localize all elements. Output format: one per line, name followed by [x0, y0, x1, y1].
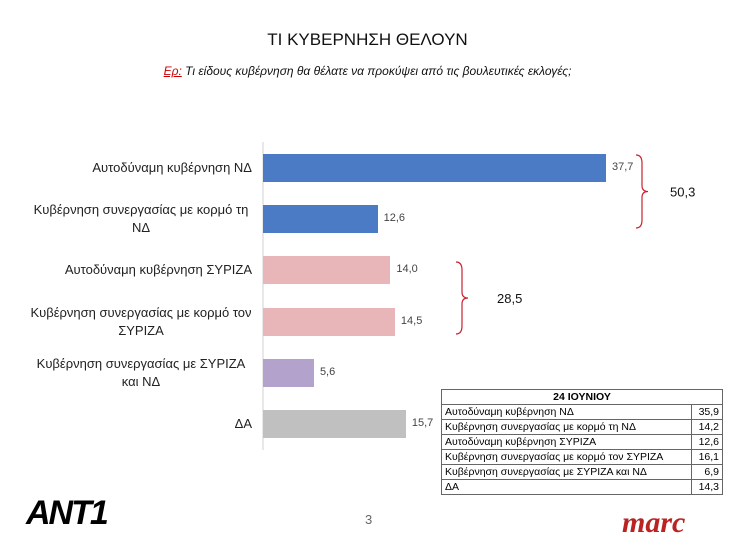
value-label: 37,7	[612, 161, 634, 173]
bar	[263, 256, 391, 285]
table-header: 24 ΙΟΥΝΙΟΥ	[441, 389, 723, 405]
value-label: 15,7	[411, 417, 434, 429]
table-cell: 12,6	[691, 434, 723, 450]
category-label-box: ΔΑ	[235, 406, 252, 442]
table-cell: Αυτοδύναμη κυβέρνηση ΣΥΡΙΖΑ	[441, 434, 692, 450]
category-label: Αυτοδύναμη κυβέρνηση ΣΥΡΙΖΑ	[64, 262, 252, 278]
bracket	[455, 261, 469, 335]
table-cell: 6,9	[691, 464, 723, 480]
category-label-box: Κυβέρνηση συνεργασίας με ΣΥΡΙΖΑ και ΝΔ	[30, 355, 252, 391]
table-header-row: 24 ΙΟΥΝΙΟΥ	[441, 389, 723, 405]
table-row: Κυβέρνηση συνεργασίας με κορμό τη ΝΔ 14,2	[441, 419, 723, 435]
logo-right: marc	[622, 506, 686, 539]
chart-title: ΤΙ ΚΥΒΕΡΝΗΣΗ ΘΕΛΟΥΝ	[267, 30, 468, 49]
category-label-box: Αυτοδύναμη κυβέρνηση ΣΥΡΙΖΑ	[65, 252, 252, 288]
table-cell: Κυβέρνηση συνεργασίας με κορμό τον ΣΥΡΙΖ…	[441, 449, 692, 465]
bar	[263, 307, 395, 336]
bracket-label: 50,3	[670, 185, 695, 200]
page-number: 3	[365, 512, 373, 527]
table-row: Αυτοδύναμη κυβέρνηση ΣΥΡΙΖΑ 12,6	[441, 434, 723, 450]
subtitle-prefix: Ερ:	[163, 64, 182, 78]
value-label: 14,5	[400, 314, 423, 327]
category-label: Κυβέρνηση συνεργασίας με ΣΥΡΙΖΑ και ΝΔ	[36, 355, 246, 389]
table-cell: 14,2	[691, 419, 723, 435]
table-row: Κυβέρνηση συνεργασίας με ΣΥΡΙΖΑ και ΝΔ 6,…	[441, 464, 723, 480]
category-label: Κυβέρνηση συνεργασίας με κορμό τη ΝΔ	[33, 202, 249, 236]
subtitle-text: Τι είδους κυβέρνηση θα θέλατε να προκύψε…	[185, 64, 572, 78]
subtitle: Ερ: Τι είδους κυβέρνηση θα θέλατε να προ…	[0, 64, 735, 78]
bar	[263, 358, 314, 387]
category-label-box: Κυβέρνηση συνεργασίας με κορμό τη ΝΔ	[30, 201, 252, 237]
value-label: 14,0	[396, 263, 418, 276]
category-label: Κυβέρνηση συνεργασίας με κορμό τον ΣΥΡΙΖ…	[30, 304, 252, 338]
bar	[263, 205, 378, 234]
table-row: Αυτοδύναμη κυβέρνηση ΝΔ 35,9	[441, 404, 723, 420]
table-row: Κυβέρνηση συνεργασίας με κορμό τον ΣΥΡΙΖ…	[441, 449, 723, 465]
category-label: Αυτοδύναμη κυβέρνηση ΝΔ	[92, 160, 252, 175]
table-cell: ΔΑ	[441, 479, 692, 495]
logo-left: ANT1	[26, 494, 109, 532]
table-cell: 35,9	[691, 404, 723, 420]
bracket	[635, 154, 649, 229]
value-label: 5,6	[319, 365, 336, 378]
bar	[263, 154, 606, 182]
table-cell: 14,3	[691, 479, 723, 495]
bracket-label: 28,5	[497, 291, 522, 306]
table-cell: 16,1	[691, 449, 723, 465]
comparison-table: 24 ΙΟΥΝΙΟΥ Αυτοδύναμη κυβέρνηση ΝΔ 35,9 Κυ…	[441, 389, 723, 495]
category-label: ΔΑ	[234, 416, 252, 431]
value-label: 12,6	[383, 212, 406, 225]
category-label-box: Κυβέρνηση συνεργασίας με κορμό τον ΣΥΡΙΖ…	[30, 304, 252, 340]
bar	[263, 410, 406, 438]
table-cell: Κυβέρνηση συνεργασίας με ΣΥΡΙΖΑ και ΝΔ	[441, 464, 692, 480]
table-cell: Αυτοδύναμη κυβέρνηση ΝΔ	[441, 404, 692, 420]
table-row: ΔΑ 14,3	[441, 479, 723, 495]
table-cell: Κυβέρνηση συνεργασίας με κορμό τη ΝΔ	[441, 419, 692, 435]
category-label-box: Αυτοδύναμη κυβέρνηση ΝΔ	[92, 150, 252, 186]
